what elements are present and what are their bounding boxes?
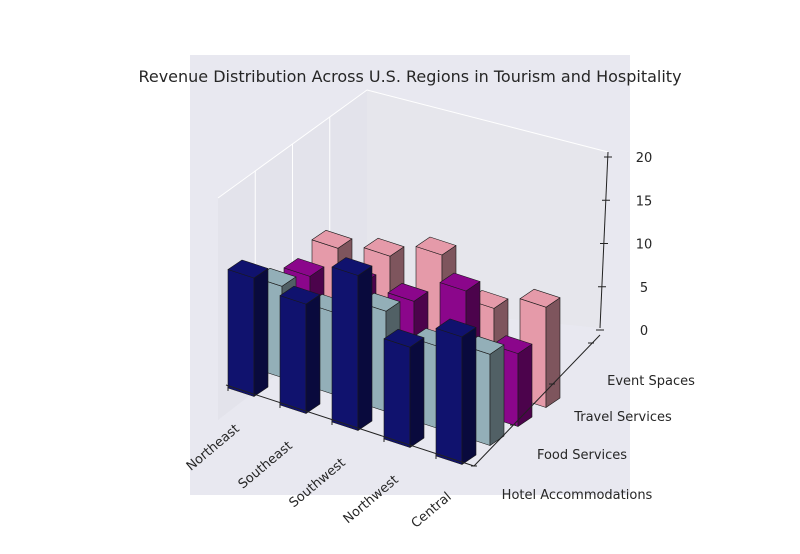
x-axis-line: [225, 384, 475, 467]
bar-front-face: [331, 266, 359, 431]
z-tick-label: 20: [636, 151, 653, 166]
bar-top-face: [363, 237, 405, 257]
bar-top-face: [279, 285, 321, 305]
bar-northeast-hotel-accommodations: [227, 259, 269, 397]
y-tick-label: Event Spaces: [607, 374, 695, 389]
z-tick-label: 5: [640, 281, 648, 296]
bar-front-face: [227, 269, 255, 397]
y-tick-label: Hotel Accommodations: [502, 488, 653, 503]
bar-southeast-hotel-accommodations: [279, 285, 321, 414]
bar-top-face: [491, 335, 533, 354]
bar-top-face: [227, 259, 269, 279]
bar-northwest-hotel-accommodations: [383, 328, 425, 448]
bar-top-face: [415, 236, 457, 256]
bar-side-face: [357, 265, 373, 431]
bar-side-face: [305, 294, 321, 414]
bar-top-face: [283, 258, 325, 277]
bars-group: [227, 230, 561, 465]
z-tick-label: 0: [640, 324, 648, 339]
z-axis-line: [599, 151, 609, 329]
bar-side-face: [517, 343, 533, 427]
y-tick-label: Food Services: [537, 448, 627, 463]
z-tick-label: 10: [636, 238, 653, 253]
gridline: [217, 89, 368, 199]
bar-southwest-hotel-accommodations: [331, 257, 373, 431]
bar-side-face: [461, 327, 477, 465]
bar-side-face: [409, 337, 425, 448]
bar-front-face: [383, 338, 411, 448]
bar-side-face: [489, 344, 505, 446]
bar-top-face: [383, 328, 425, 348]
bar-front-face: [435, 328, 463, 465]
bar-top-face: [331, 257, 373, 276]
bar-top-face: [311, 230, 353, 249]
bar-side-face: [253, 268, 269, 397]
y-axis-line: [473, 334, 601, 467]
y-tick-label: Travel Services: [573, 410, 672, 425]
gridline: [366, 89, 609, 153]
bar-top-face: [439, 272, 481, 292]
bar-top-face: [519, 288, 561, 308]
bar-top-face: [435, 318, 477, 338]
x-tick-label: Central: [409, 490, 455, 532]
bar-side-face: [545, 297, 561, 408]
chart-title: Revenue Distribution Across U.S. Regions…: [138, 67, 681, 86]
bar-front-face: [279, 295, 307, 414]
bar-central-hotel-accommodations: [435, 318, 477, 465]
bar-top-face: [387, 282, 429, 302]
z-tick-label: 15: [636, 194, 653, 209]
